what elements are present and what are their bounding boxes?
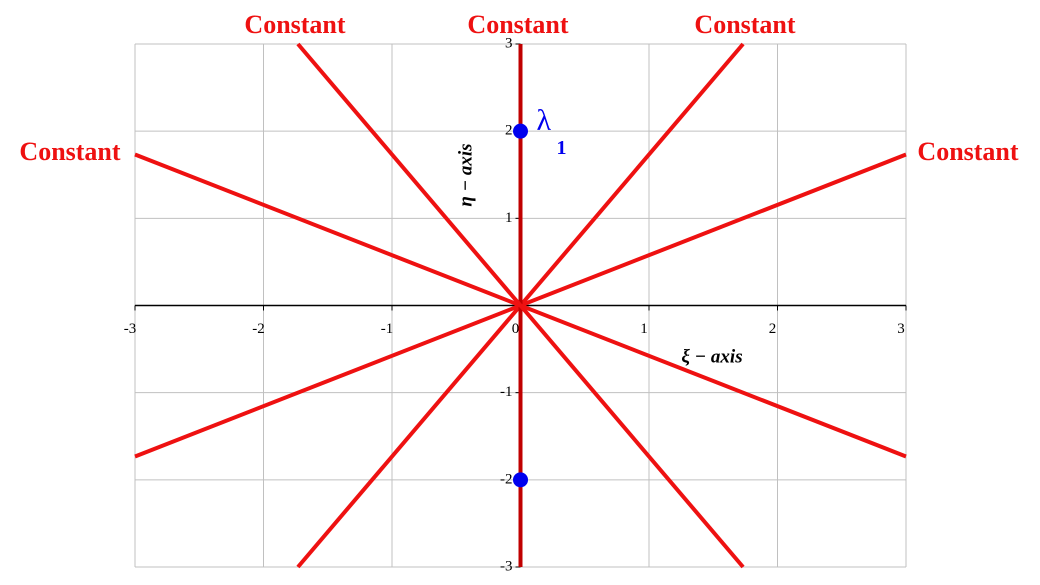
x-tick-label: -3 [124,321,137,337]
annotation: Constant [694,10,795,39]
annotation: Constant [467,10,568,39]
x-tick-label: 1 [640,321,648,337]
annotation: Constant [19,137,120,166]
annotation: Constant [244,10,345,39]
constant-line [134,152,907,459]
y-tick-label: -3 [500,558,513,574]
y-tick-label: -1 [500,384,513,400]
x-axis-label: ξ − axis [681,346,742,367]
annotation: Constant [917,137,1018,166]
x-tick-label: 0 [512,321,520,337]
point-label-subscript: 1 [557,137,567,159]
y-tick-label: 1 [505,210,513,226]
point [513,123,528,139]
x-tick-label: -1 [381,321,394,337]
point [513,472,528,488]
y-tick-label: 2 [505,123,513,139]
x-tick-label: 3 [897,321,905,337]
y-axis-label: η − axis [455,143,476,206]
y-tick-label: 3 [505,35,513,51]
x-tick-label: 2 [769,321,777,337]
x-tick-label: -2 [252,321,265,337]
y-tick-label: -2 [500,471,513,487]
point-label: λ [537,104,552,137]
